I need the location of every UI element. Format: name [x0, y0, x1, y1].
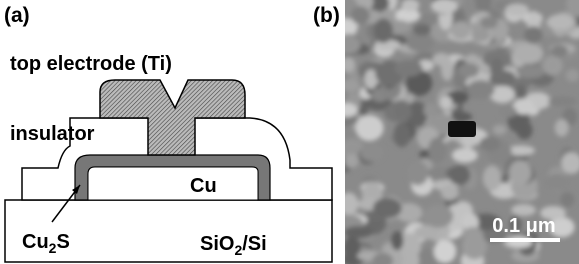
grain — [566, 69, 579, 82]
grain — [493, 125, 507, 135]
grain — [452, 148, 478, 163]
grain — [505, 4, 529, 16]
cu-layer — [88, 167, 258, 200]
grain — [515, 85, 527, 99]
grain — [499, 106, 517, 118]
cu2s-label: Cu2S — [22, 231, 70, 256]
grain — [341, 79, 359, 92]
grain — [509, 160, 531, 185]
grain — [394, 123, 411, 147]
grain — [462, 234, 487, 260]
scale-bar-label: 0.1 μm — [492, 215, 555, 237]
grain — [513, 44, 543, 64]
grain — [467, 80, 495, 99]
electrode-label: top electrode (Ti) — [10, 53, 172, 75]
grain — [391, 231, 403, 250]
grain — [483, 165, 501, 190]
grain — [441, 185, 459, 201]
grain — [480, 16, 498, 28]
grain — [351, 6, 370, 24]
grain — [560, 192, 574, 207]
grain — [490, 58, 504, 79]
grain — [413, 24, 431, 36]
grain — [434, 240, 456, 264]
grain — [516, 121, 532, 140]
grain — [432, 53, 450, 66]
cu-label: Cu — [190, 175, 217, 197]
grain — [394, 100, 411, 120]
grain — [341, 57, 355, 72]
grain — [373, 198, 402, 219]
grain — [480, 137, 501, 151]
grain — [458, 63, 479, 78]
scale-bar — [490, 238, 560, 242]
figure: (a) top electrode (Ti) insulator Cu Cu2S… — [0, 0, 579, 264]
substrate-label: SiO2/Si — [200, 233, 267, 258]
grain — [548, 96, 577, 106]
grain — [339, 192, 358, 215]
grain — [334, 35, 361, 55]
grain — [517, 65, 545, 78]
grain — [543, 55, 563, 75]
grain — [555, 119, 569, 136]
grain — [355, 115, 383, 141]
grain — [543, 174, 571, 191]
grain — [440, 96, 452, 109]
dark-spot — [448, 121, 476, 137]
grain — [451, 21, 471, 39]
panel-label: (b) — [313, 4, 340, 27]
grain — [394, 60, 422, 77]
insulator-label: insulator — [10, 123, 95, 145]
grain — [551, 45, 568, 57]
grain — [449, 165, 470, 185]
grain — [423, 103, 437, 117]
grain — [423, 205, 453, 228]
grain — [407, 161, 428, 185]
grain — [471, 28, 490, 42]
panel-label: (a) — [4, 4, 30, 27]
grain — [336, 103, 358, 117]
grain — [524, 26, 542, 43]
grain — [373, 18, 393, 43]
grain — [344, 226, 373, 239]
grain — [360, 144, 384, 161]
grain — [428, 137, 446, 163]
grain — [547, 14, 573, 30]
grain — [344, 154, 358, 168]
